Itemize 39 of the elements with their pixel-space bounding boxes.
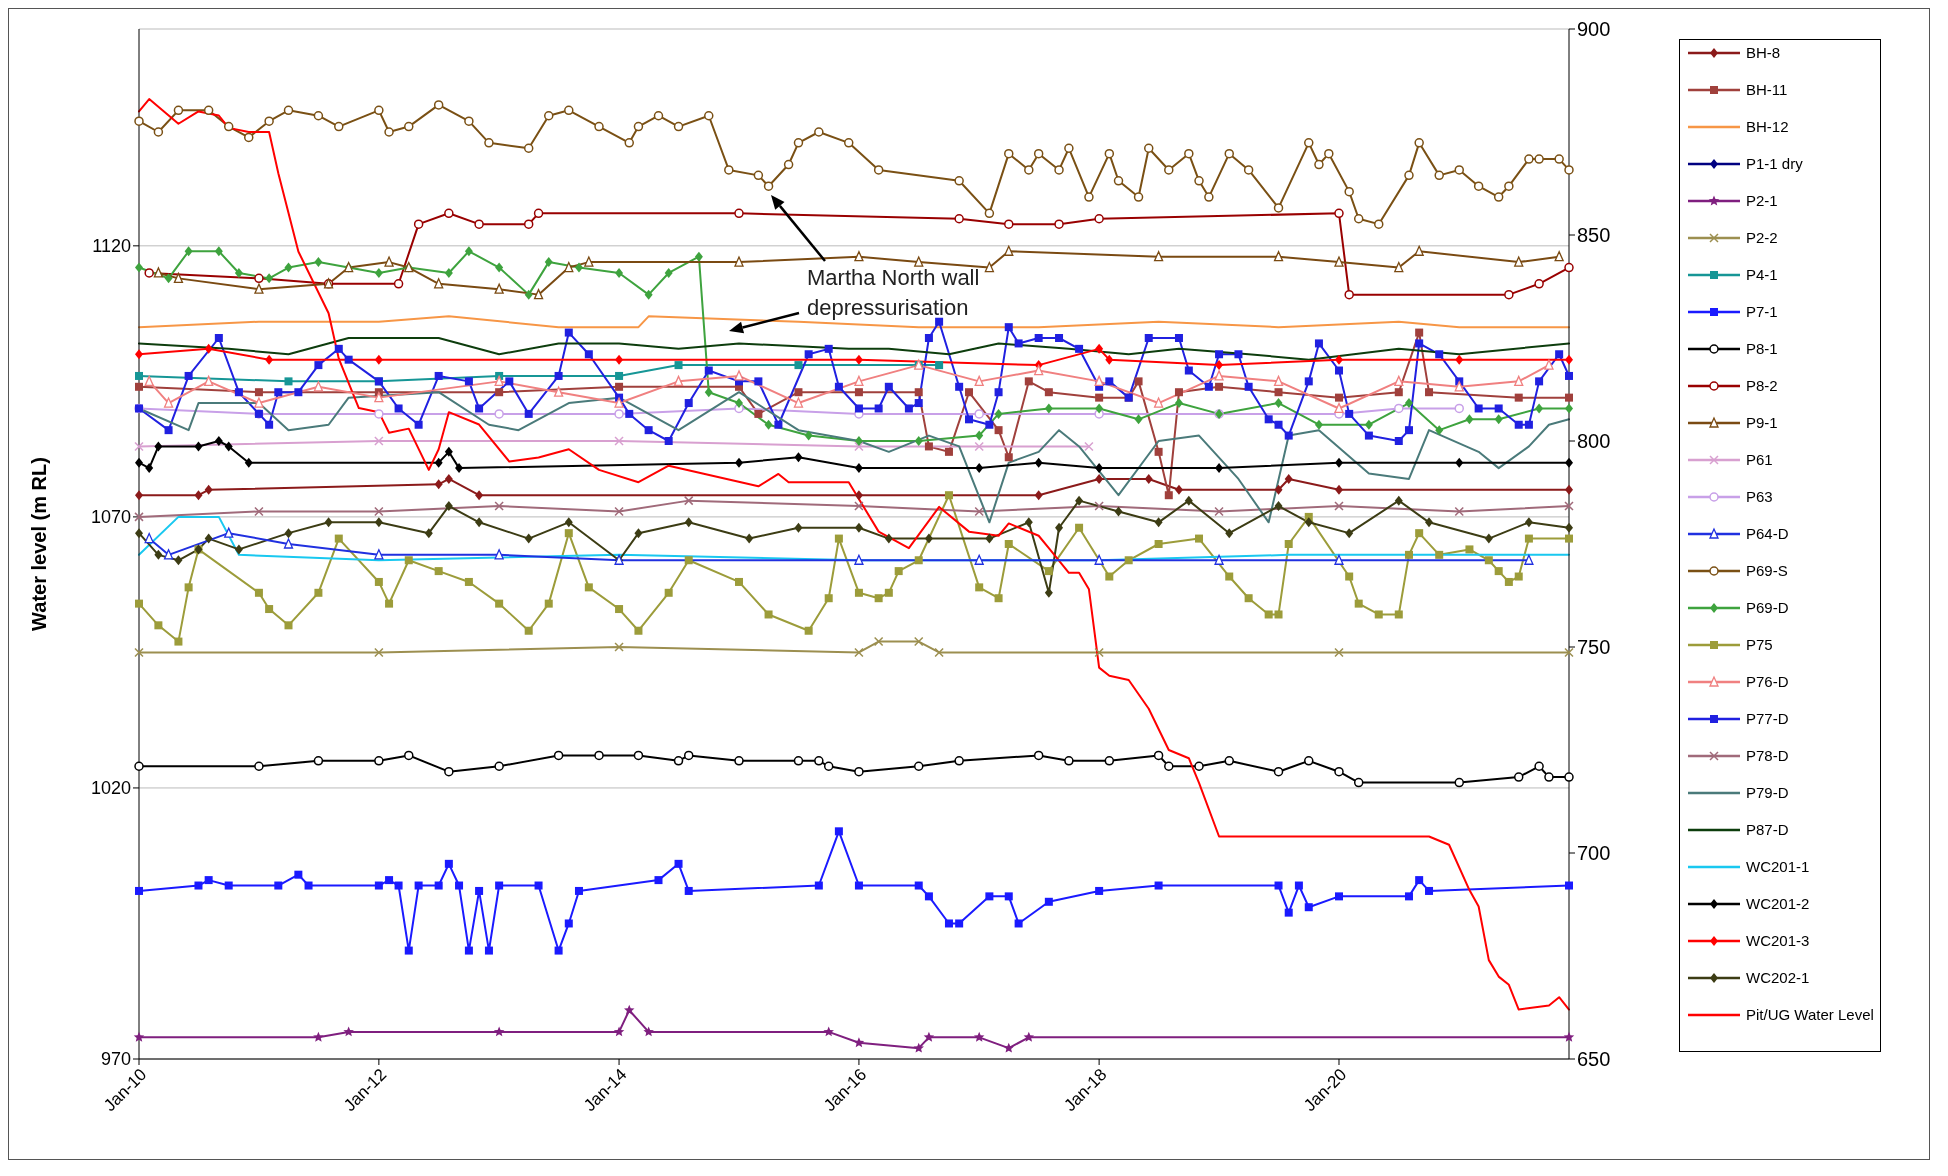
y2-tick-label: 800 xyxy=(1577,430,1611,453)
y2-tick-label: 850 xyxy=(1577,224,1611,247)
legend-label: P1-1 dry xyxy=(1746,155,1803,172)
legend-label: P87-D xyxy=(1746,821,1789,838)
y2-tick-label: 900 xyxy=(1577,18,1611,41)
legend-label: P69-D xyxy=(1746,599,1789,616)
legend-label: P7-1 xyxy=(1746,303,1778,320)
legend-label: P63 xyxy=(1746,488,1773,505)
legend-label: WC202-1 xyxy=(1746,969,1810,986)
legend-label: Pit/UG Water Level xyxy=(1746,1006,1874,1023)
legend-label: P8-1 xyxy=(1746,340,1778,357)
y2-tick-label: 700 xyxy=(1577,842,1611,865)
y-tick-label: 1070 xyxy=(90,507,131,528)
legend-label: P69-S xyxy=(1746,562,1788,579)
legend-label: P4-1 xyxy=(1746,266,1778,283)
y-tick-label: 1120 xyxy=(92,236,131,257)
y-axis-title: Water level (m RL) xyxy=(28,457,51,631)
legend-label: P64-D xyxy=(1746,525,1789,542)
legend-label: BH-11 xyxy=(1746,81,1788,98)
y2-tick-label: 750 xyxy=(1577,636,1611,659)
y-tick-label: 1020 xyxy=(90,778,131,799)
y2-tick-label: 650 xyxy=(1577,1048,1611,1071)
legend-label: WC201-3 xyxy=(1746,932,1810,949)
legend-label: P75 xyxy=(1746,636,1773,653)
legend-label: WC201-2 xyxy=(1746,895,1810,912)
y-tick-label: 970 xyxy=(100,1049,131,1070)
legend-label: BH-12 xyxy=(1746,118,1789,135)
legend-label: P77-D xyxy=(1746,710,1789,727)
legend-label: P2-1 xyxy=(1746,192,1778,209)
legend-label: P78-D xyxy=(1746,747,1789,764)
legend-label: P61 xyxy=(1746,451,1773,468)
legend-label: P8-2 xyxy=(1746,377,1778,394)
legend-label: P9-1 xyxy=(1746,414,1778,431)
legend-label: BH-8 xyxy=(1746,44,1781,61)
annotation: Martha North wall depressurisation xyxy=(807,264,981,322)
legend-label: WC201-1 xyxy=(1746,858,1810,875)
legend-label: P79-D xyxy=(1746,784,1789,801)
legend-label: P2-2 xyxy=(1746,229,1778,246)
legend-label: P76-D xyxy=(1746,673,1789,690)
